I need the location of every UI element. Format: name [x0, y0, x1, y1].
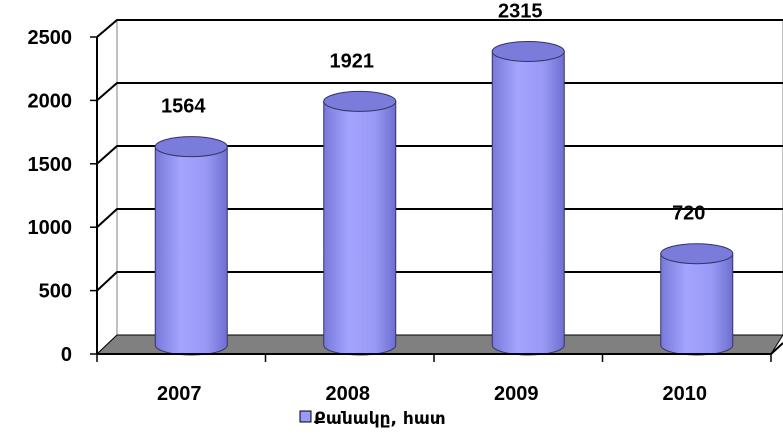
y-axis-ticks: 0 500 1000 1500 2000 2500	[28, 27, 97, 366]
side-wall	[96, 18, 118, 356]
x-tick-label: 2010	[663, 383, 708, 405]
y-tick-label: 1000	[28, 217, 73, 239]
legend-swatch	[299, 410, 312, 423]
bar-body	[154, 146, 228, 356]
bar-body	[323, 100, 397, 356]
bar-top	[323, 90, 397, 112]
data-labels: 1564 1921 2315 720	[161, 0, 705, 224]
x-axis-ticks: 2007 2008 2009 2010	[96, 354, 772, 405]
bar-top	[154, 136, 228, 158]
x-tick-label: 2007	[157, 383, 202, 405]
data-label: 2315	[498, 0, 543, 22]
data-label: 1921	[330, 50, 375, 72]
bars	[154, 40, 734, 356]
bar-body	[491, 50, 565, 356]
bar-2009	[491, 40, 565, 356]
gridline-2500	[96, 19, 783, 38]
bar-body	[660, 253, 734, 356]
data-label: 1564	[161, 96, 206, 118]
data-label: 720	[672, 203, 705, 225]
y-tick-label: 500	[39, 281, 72, 303]
bar-2007	[154, 136, 228, 356]
legend: Քանակը, հատ	[299, 409, 446, 429]
y-tick-label: 2500	[28, 27, 73, 49]
legend-label: Քանակը, հատ	[314, 409, 446, 429]
bar-top	[491, 40, 565, 62]
x-tick-label: 2008	[326, 383, 371, 405]
y-tick-label: 0	[61, 344, 72, 366]
bar-2008	[323, 90, 397, 356]
floor-right-edge	[770, 342, 783, 355]
bar-top	[660, 243, 734, 265]
x-tick-label: 2009	[494, 383, 539, 405]
y-tick-label: 2000	[28, 90, 73, 112]
y-tick-label: 1500	[28, 154, 73, 176]
bar-2010	[660, 243, 734, 356]
